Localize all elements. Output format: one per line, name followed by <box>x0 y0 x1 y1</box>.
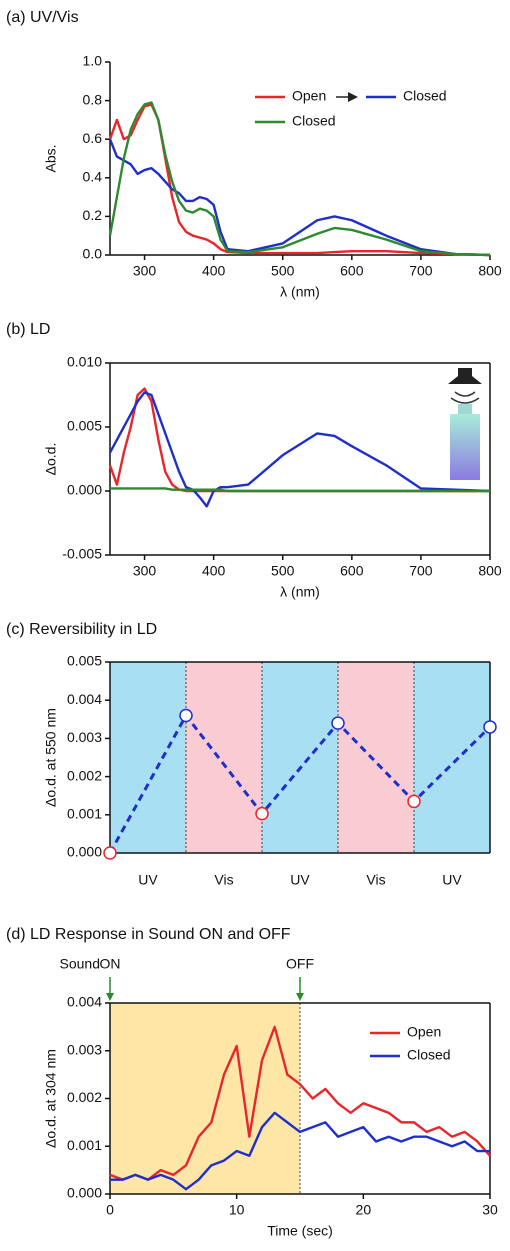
series-line <box>108 138 491 257</box>
y-axis-label: Abs. <box>43 144 59 172</box>
y-tick-label: 0.6 <box>83 130 103 146</box>
legend-label: Closed <box>292 113 336 129</box>
x-tick-label: 300 <box>133 563 157 579</box>
data-point <box>331 716 345 730</box>
x-tick-label: 700 <box>409 263 433 279</box>
y-tick-label: 0.001 <box>67 806 102 822</box>
x-tick-label: 400 <box>202 563 226 579</box>
shaded-region <box>110 1003 300 1194</box>
y-tick-label: 0.003 <box>67 729 102 745</box>
y-tick-label: 0.4 <box>83 169 103 185</box>
panel-title: (c) Reversibility in LD <box>6 621 157 638</box>
legend-label: Closed <box>407 1047 451 1063</box>
band-label: UV <box>442 872 462 888</box>
legend-label: Closed <box>403 88 447 104</box>
y-tick-label: -0.005 <box>62 546 102 562</box>
y-tick-label: 0.000 <box>67 1185 102 1201</box>
series-line <box>109 1025 491 1181</box>
y-tick-label: 0.001 <box>67 1137 102 1153</box>
y-tick-label: 0.002 <box>67 1089 102 1105</box>
annotation-prefix: Sound <box>60 956 100 972</box>
legend-arrow <box>336 92 358 102</box>
y-tick-label: 0.0 <box>83 246 103 262</box>
x-tick-label: 400 <box>202 263 226 279</box>
x-tick-label: 500 <box>271 263 295 279</box>
band-label: Vis <box>366 872 385 888</box>
speaker-vial-icon <box>448 368 482 480</box>
band-label: Vis <box>214 872 233 888</box>
x-tick-label: 700 <box>409 563 433 579</box>
data-point <box>407 794 421 809</box>
x-tick-label: 600 <box>340 263 364 279</box>
panel-title: (b) LD <box>6 321 50 338</box>
y-tick-label: 0.003 <box>67 1041 102 1057</box>
annotation: OFF <box>286 956 314 972</box>
x-tick-label: 500 <box>271 563 295 579</box>
y-axis-label: Δo.d. <box>43 443 59 476</box>
legend-label: Open <box>292 88 326 104</box>
y-tick-label: 0.8 <box>83 91 103 107</box>
y-tick-label: 0.000 <box>67 482 102 498</box>
y-axis-label: Δo.d. at 304 nm <box>43 1049 59 1148</box>
annotation: ON <box>100 956 121 972</box>
x-tick-label: 800 <box>478 563 502 579</box>
x-tick-label: 800 <box>478 263 502 279</box>
x-tick-label: 300 <box>133 263 157 279</box>
annotation-arrowhead <box>296 993 304 1001</box>
band-label: UV <box>290 872 310 888</box>
x-axis-label: Time (sec) <box>267 1223 333 1239</box>
y-tick-label: 0.005 <box>67 653 102 669</box>
band <box>186 662 262 853</box>
band <box>338 662 414 853</box>
y-tick-label: 1.0 <box>83 53 103 69</box>
data-point <box>483 720 497 734</box>
x-tick-label: 0 <box>106 1202 114 1218</box>
x-tick-label: 20 <box>356 1202 372 1218</box>
panel-title: (d) LD Response in Sound ON and OFF <box>6 926 291 943</box>
y-tick-label: 0.010 <box>67 354 102 370</box>
y-tick-label: 0.002 <box>67 767 102 783</box>
y-tick-label: 0.004 <box>67 994 102 1010</box>
band <box>110 662 186 853</box>
band <box>414 662 490 853</box>
y-axis-label: Δo.d. at 550 nm <box>43 708 59 807</box>
band-label: UV <box>138 872 158 888</box>
series-line <box>108 713 492 854</box>
data-point <box>103 846 117 860</box>
x-tick-label: 600 <box>340 563 364 579</box>
legend-label: Open <box>407 1024 441 1040</box>
x-axis-label: λ (nm) <box>280 584 320 600</box>
x-axis-label: λ (nm) <box>280 284 320 300</box>
y-tick-label: 0.000 <box>67 844 102 860</box>
panel-title: (a) UV/Vis <box>6 9 79 26</box>
series-line <box>108 391 491 508</box>
x-tick-label: 30 <box>482 1202 498 1218</box>
data-point <box>255 806 269 821</box>
x-tick-label: 10 <box>229 1202 245 1218</box>
series-line <box>108 103 491 257</box>
y-tick-label: 0.004 <box>67 691 102 707</box>
y-tick-label: 0.005 <box>67 418 102 434</box>
annotation-arrowhead <box>106 993 114 1001</box>
series-line <box>110 487 490 493</box>
series-line <box>110 1111 490 1191</box>
y-tick-label: 0.2 <box>83 207 103 223</box>
series-line <box>108 101 491 257</box>
data-point <box>179 708 193 723</box>
band <box>262 662 338 853</box>
